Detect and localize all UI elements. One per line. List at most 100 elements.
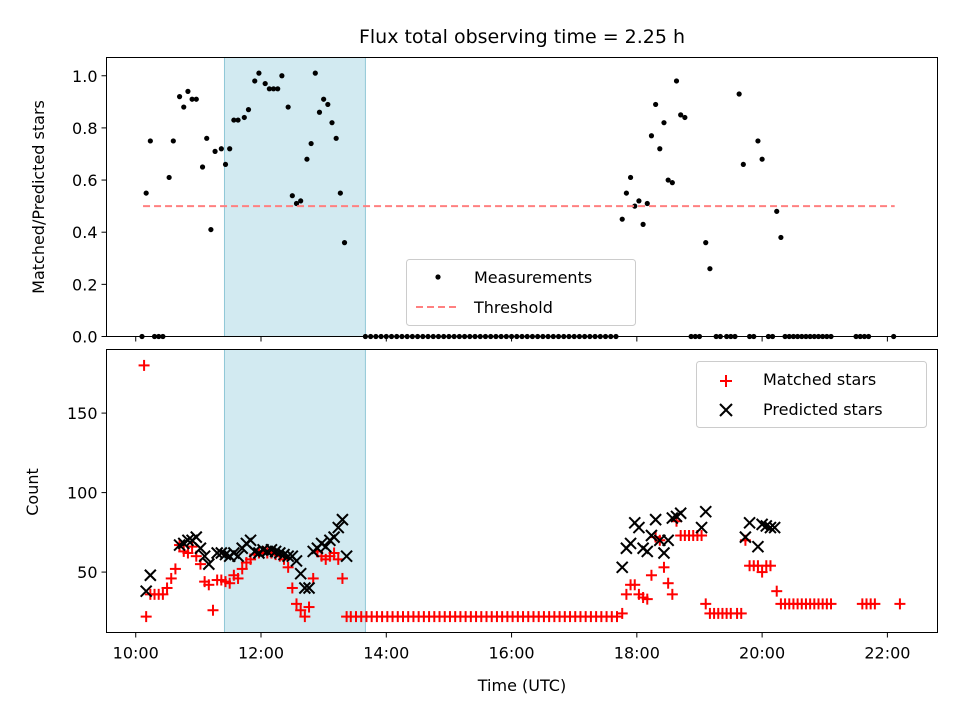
predicted-star-point <box>755 518 769 531</box>
predicted-star-point <box>768 521 781 534</box>
top-legend-box <box>406 259 636 326</box>
measurement-point <box>181 104 187 110</box>
matched-star-point <box>157 588 169 600</box>
measurement-point <box>170 138 176 144</box>
bottom-y-tick-label: 50 <box>77 563 97 582</box>
bottom-marks <box>138 359 906 623</box>
legend-measurements-marker <box>435 274 441 280</box>
matched-star-point <box>291 598 303 610</box>
predicted-star-point <box>265 543 278 557</box>
measurement-point <box>212 148 218 154</box>
predicted-star-point <box>173 538 186 552</box>
predicted-star-point <box>269 545 282 558</box>
predicted-star-point <box>751 540 765 553</box>
predicted-star-point <box>231 549 245 563</box>
bottom-x-tick-label: 16:00 <box>489 644 535 663</box>
matched-star-point <box>182 547 194 559</box>
legend-measurements-label: Measurements <box>474 268 592 287</box>
bottom-x-tick-label: 10:00 <box>113 644 159 663</box>
predicted-star-point <box>674 507 687 520</box>
measurement-point <box>778 234 784 241</box>
measurement-point <box>235 117 241 123</box>
predicted-star-point <box>624 537 637 550</box>
bottom-axes-frame <box>106 349 938 633</box>
predicted-star-point <box>699 505 712 518</box>
top-y-tick-label: 0.2 <box>72 275 97 294</box>
legend-threshold-label: Threshold <box>473 298 553 317</box>
measurement-point <box>262 80 268 87</box>
matched-star-point <box>869 598 881 610</box>
measurement-point <box>632 203 638 209</box>
measurement-point <box>627 174 634 181</box>
predicted-star-point <box>632 521 646 534</box>
measurement-point <box>275 86 281 92</box>
predicted-star-point <box>743 516 756 530</box>
predicted-star-point <box>202 557 216 571</box>
matched-star-point <box>203 579 215 591</box>
matched-star-point <box>616 607 628 619</box>
predicted-star-point <box>144 569 157 582</box>
measurement-point <box>653 101 659 108</box>
matched-star-point <box>629 579 641 591</box>
measurement-point <box>678 112 684 118</box>
predicted-star-point <box>616 561 629 574</box>
matched-star-point <box>303 601 315 613</box>
measurement-point <box>227 146 233 152</box>
measurement-point <box>245 107 252 113</box>
bottom-x-tick-label: 22:00 <box>864 644 910 663</box>
measurement-point <box>774 208 780 214</box>
bottom-x-tick-label: 14:00 <box>363 644 409 663</box>
predicted-star-point <box>281 549 295 563</box>
measurement-point <box>640 221 646 227</box>
measurement-point <box>208 226 214 233</box>
measurement-point <box>665 177 671 183</box>
measurement-point <box>316 109 323 115</box>
predicted-star-point <box>641 545 654 558</box>
measurement-point <box>736 91 742 97</box>
measurement-point <box>293 200 300 207</box>
matched-star-point <box>161 582 173 594</box>
measurement-point <box>740 161 746 168</box>
bottom-x-tick-label: 18:00 <box>614 644 660 663</box>
top-y-tick-label: 0.8 <box>72 119 97 138</box>
measurement-point <box>218 146 224 152</box>
predicted-star-point <box>139 584 153 598</box>
predicted-star-point <box>332 521 345 534</box>
measurement-point <box>703 240 709 246</box>
measurement-point <box>337 190 343 196</box>
top-title: Flux total observing time = 2.25 h <box>359 26 685 48</box>
top-legend: Measurements Threshold <box>406 259 636 326</box>
matched-star-point <box>307 572 319 584</box>
measurement-point <box>176 94 183 100</box>
top-axes-frame <box>106 57 938 337</box>
predicted-star-point <box>273 546 287 560</box>
bottom-highlight-band <box>223 349 366 633</box>
predicted-star-point <box>198 549 211 563</box>
measurement-point <box>329 120 335 126</box>
top-y-tick-label: 0.6 <box>72 171 97 190</box>
matched-star-point <box>295 604 307 616</box>
measurement-point <box>166 174 172 181</box>
measurement-point <box>266 86 272 92</box>
legend-matched-marker <box>720 375 732 387</box>
predicted-star-point <box>298 581 312 595</box>
predicted-star-point <box>739 530 752 544</box>
bottom-panel: 50 100 150 10:00 12:00 14:00 16:00 18:00 20:00 2… <box>23 349 938 695</box>
measurement-point <box>312 70 318 76</box>
measurement-point <box>644 200 650 207</box>
measurement-point <box>661 120 667 126</box>
legend-predicted-marker <box>719 403 733 417</box>
legend-predicted-label: Predicted stars <box>763 400 883 419</box>
predicted-star-point <box>181 534 195 547</box>
top-y-tick-label: 0.4 <box>72 223 97 242</box>
measurement-point <box>199 164 206 170</box>
bottom-x-ticks: 10:00 12:00 14:00 16:00 18:00 20:00 22:00 <box>113 632 910 663</box>
matched-star-point <box>224 577 236 589</box>
predicted-star-point <box>340 549 353 563</box>
measurement-point <box>636 198 642 204</box>
measurement-point <box>279 73 285 79</box>
measurement-point <box>673 78 680 84</box>
predicted-star-point <box>666 511 679 525</box>
top-y-tick-label: 0.0 <box>72 328 97 347</box>
bottom-y-tick-label: 100 <box>67 484 98 503</box>
